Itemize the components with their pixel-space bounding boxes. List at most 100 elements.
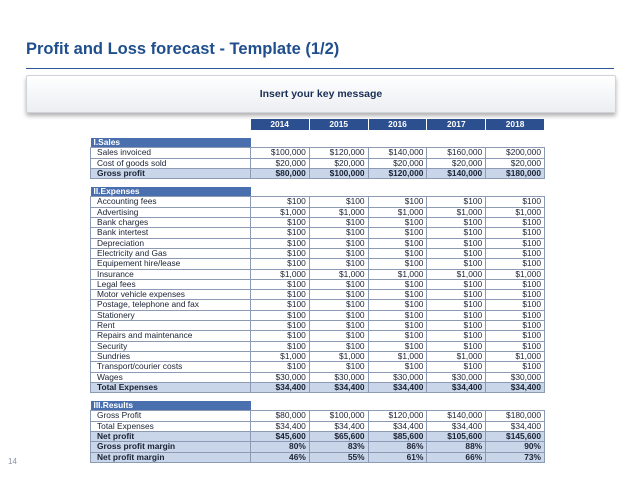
value-cell: $100 [308,330,369,342]
value-cell: $85,600 [367,431,428,443]
section-header-row: II.Expenses [90,187,545,197]
value-cell: $100 [308,320,369,332]
value-cell: $100 [426,330,487,342]
row-label: Gross profit [90,167,251,180]
value-cell: $100 [250,299,310,311]
value-cell: $100 [308,309,369,322]
value-cell: 66% [426,451,487,463]
value-cell: 55% [308,451,369,463]
value-cell: $100 [485,320,545,332]
value-cell: $100 [485,227,545,239]
value-cell: 90% [485,441,545,453]
value-cell: $100 [485,278,545,291]
row-label: Transport/courier costs [90,361,251,373]
value-cell: $30,000 [367,371,428,383]
value-cell: $100 [426,237,487,249]
value-cell: $34,400 [485,381,545,394]
row-label: Bank charges [90,217,251,229]
value-cell: $100 [367,289,428,301]
value-cell: $100 [250,361,310,373]
section-title: II.Expenses [90,187,251,197]
value-cell: 46% [250,451,310,463]
value-cell: $140,000 [426,410,487,422]
row-label: Postage, telephone and fax [90,299,251,311]
table-row: Sundries $1,000 $1,000 $1,000 $1,000 $1,000 [90,350,545,363]
value-cell: 83% [308,441,369,453]
value-cell: $34,400 [250,420,310,433]
value-cell: $34,400 [485,420,545,433]
table-row: Rent $100 $100 $100 $100 $100 [90,320,545,332]
value-cell: $180,000 [485,167,545,180]
value-cell: 88% [426,441,487,453]
value-cell: $100 [367,309,428,322]
value-cell: $1,000 [367,350,428,363]
value-cell: $145,600 [485,431,545,443]
value-cell: $100 [308,340,369,352]
row-label: Advertising [90,206,251,219]
value-cell: $100,000 [308,410,369,422]
section-header-row: I.Sales [90,138,545,148]
table-row: Postage, telephone and fax $100 $100 $100 $1… [90,299,545,311]
value-cell: $120,000 [308,147,369,159]
table-row: Electricity and Gas $100 $100 $100 $100 $100 [90,247,545,260]
value-cell: $100 [485,247,545,260]
year-header-cell: 2016 [368,119,428,130]
value-cell: $1,000 [367,268,428,280]
value-cell: $200,000 [485,147,545,159]
value-cell: $100 [367,278,428,291]
value-cell: $100 [250,217,310,229]
value-cell: $100 [426,196,487,208]
section-spacer [91,179,545,188]
value-cell: $34,400 [250,381,310,394]
value-cell: $1,000 [308,206,369,219]
row-label: Bank intertest [90,227,251,239]
row-label: Gross Profit [90,410,251,422]
value-cell: $20,000 [426,157,487,169]
value-cell: $100 [308,278,369,291]
value-cell: $100 [250,247,310,260]
year-header-cell: 2018 [485,119,545,130]
value-cell: $100 [367,196,428,208]
value-cell: $100 [426,278,487,291]
value-cell: $100 [426,258,487,270]
table-row: Depreciation $100 $100 $100 $100 $100 [90,237,545,249]
value-cell: 73% [485,451,545,463]
year-header-cell: 2017 [426,119,487,130]
value-cell: $100 [250,309,310,322]
page-number: 14 [8,457,17,466]
row-label: Stationery [90,309,251,322]
section-title: I.Sales [90,138,251,148]
table-row: Equipement hire/lease $100 $100 $100 $100 $10… [90,258,545,270]
table-row: Repairs and maintenance $100 $100 $100 $100 $… [90,330,545,342]
value-cell: $1,000 [426,206,487,219]
value-cell: $1,000 [485,268,545,280]
value-cell: $100 [308,361,369,373]
value-cell: $100 [485,289,545,301]
value-cell: $1,000 [367,206,428,219]
value-cell: $1,000 [485,206,545,219]
value-cell: $120,000 [367,410,428,422]
value-cell: 80% [250,441,310,453]
table-row: Wages $30,000 $30,000 $30,000 $30,000 $30,000 [90,371,545,383]
value-cell: $100 [426,320,487,332]
value-cell: $100 [485,196,545,208]
value-cell: $100 [367,361,428,373]
value-cell: $100 [426,289,487,301]
table-row: Bank charges $100 $100 $100 $100 $100 [90,217,545,229]
value-cell: $34,400 [367,381,428,394]
value-cell: $100 [250,320,310,332]
value-cell: $34,400 [308,381,369,394]
value-cell: $34,400 [426,420,487,433]
value-cell: $34,400 [308,420,369,433]
row-label: Depreciation [90,237,251,249]
value-cell: $100 [250,330,310,342]
value-cell: $100 [485,258,545,270]
value-cell: $100,000 [250,147,310,159]
table-row: Total Expenses $34,400 $34,400 $34,400 $34,4… [90,381,545,394]
pl-table-container: 2014 2015 2016 2017 2018 I.Sales Sales invoice… [90,119,545,463]
value-cell: $30,000 [426,371,487,383]
value-cell: $20,000 [485,157,545,169]
value-cell: $1,000 [426,268,487,280]
value-cell: $100 [426,361,487,373]
value-cell: $140,000 [426,167,487,180]
